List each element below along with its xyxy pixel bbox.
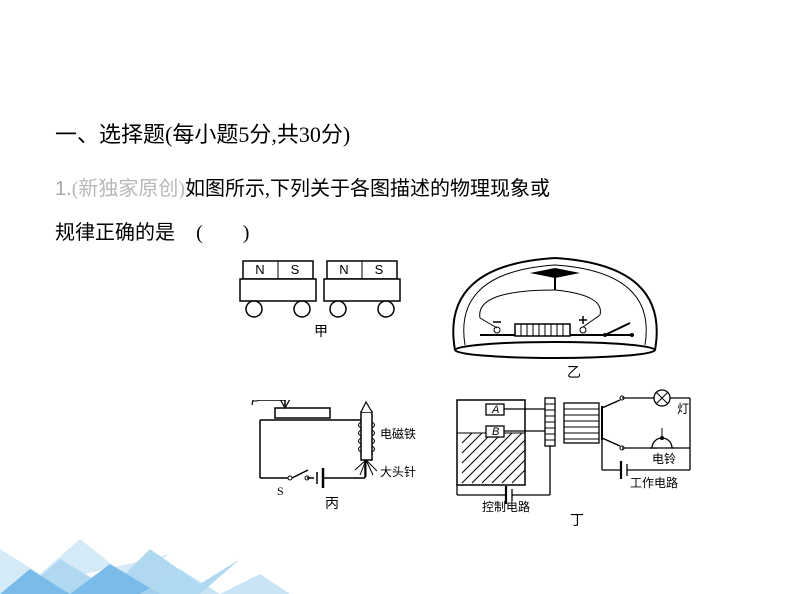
- ding-caption: 丁: [570, 510, 584, 530]
- answer-blank: ( ): [196, 222, 249, 244]
- diagram-ding: A B: [452, 388, 707, 528]
- svg-text:A: A: [491, 404, 499, 416]
- bing-switch-label: S: [277, 484, 284, 499]
- svg-text:P: P: [251, 400, 260, 408]
- svg-text:N: N: [339, 262, 348, 277]
- bing-electromagnet: 电磁铁: [380, 425, 416, 442]
- heading-prefix: 一、选择题: [55, 122, 165, 147]
- ding-lamp: 灯: [677, 400, 689, 417]
- svg-text:B: B: [492, 426, 499, 438]
- ding-control: 控制电路: [482, 498, 530, 515]
- yi-caption: 乙: [567, 362, 581, 382]
- question-stem-2: 规律正确的是: [55, 222, 175, 244]
- ding-work: 工作电路: [630, 474, 678, 491]
- svg-text:N: N: [255, 262, 264, 277]
- diagram-bing: P: [235, 400, 430, 520]
- diagram-yi: 乙: [435, 240, 695, 385]
- svg-text:S: S: [375, 262, 384, 277]
- question-line-1: 1.(新独家原创)如图所示,下列关于各图描述的物理现象或: [55, 167, 739, 211]
- ding-bell: 电铃: [652, 450, 676, 467]
- diagram-area: N S N S 甲: [230, 250, 710, 530]
- diagram-jia: N S N S 甲: [230, 258, 410, 343]
- question-stem-1: 如图所示,下列关于各图描述的物理现象或: [185, 178, 550, 200]
- heading-scoring: (每小题5分,共30分): [165, 122, 350, 147]
- svg-text:S: S: [291, 262, 300, 277]
- section-heading: 一、选择题(每小题5分,共30分): [55, 115, 739, 155]
- bing-caption: 丙: [325, 493, 339, 513]
- question-number: 1.: [55, 178, 72, 200]
- question-tag: (新独家原创): [72, 178, 185, 200]
- jia-caption: 甲: [314, 321, 328, 341]
- bottom-decoration: [0, 529, 794, 594]
- bing-pins: 大头针: [380, 463, 416, 480]
